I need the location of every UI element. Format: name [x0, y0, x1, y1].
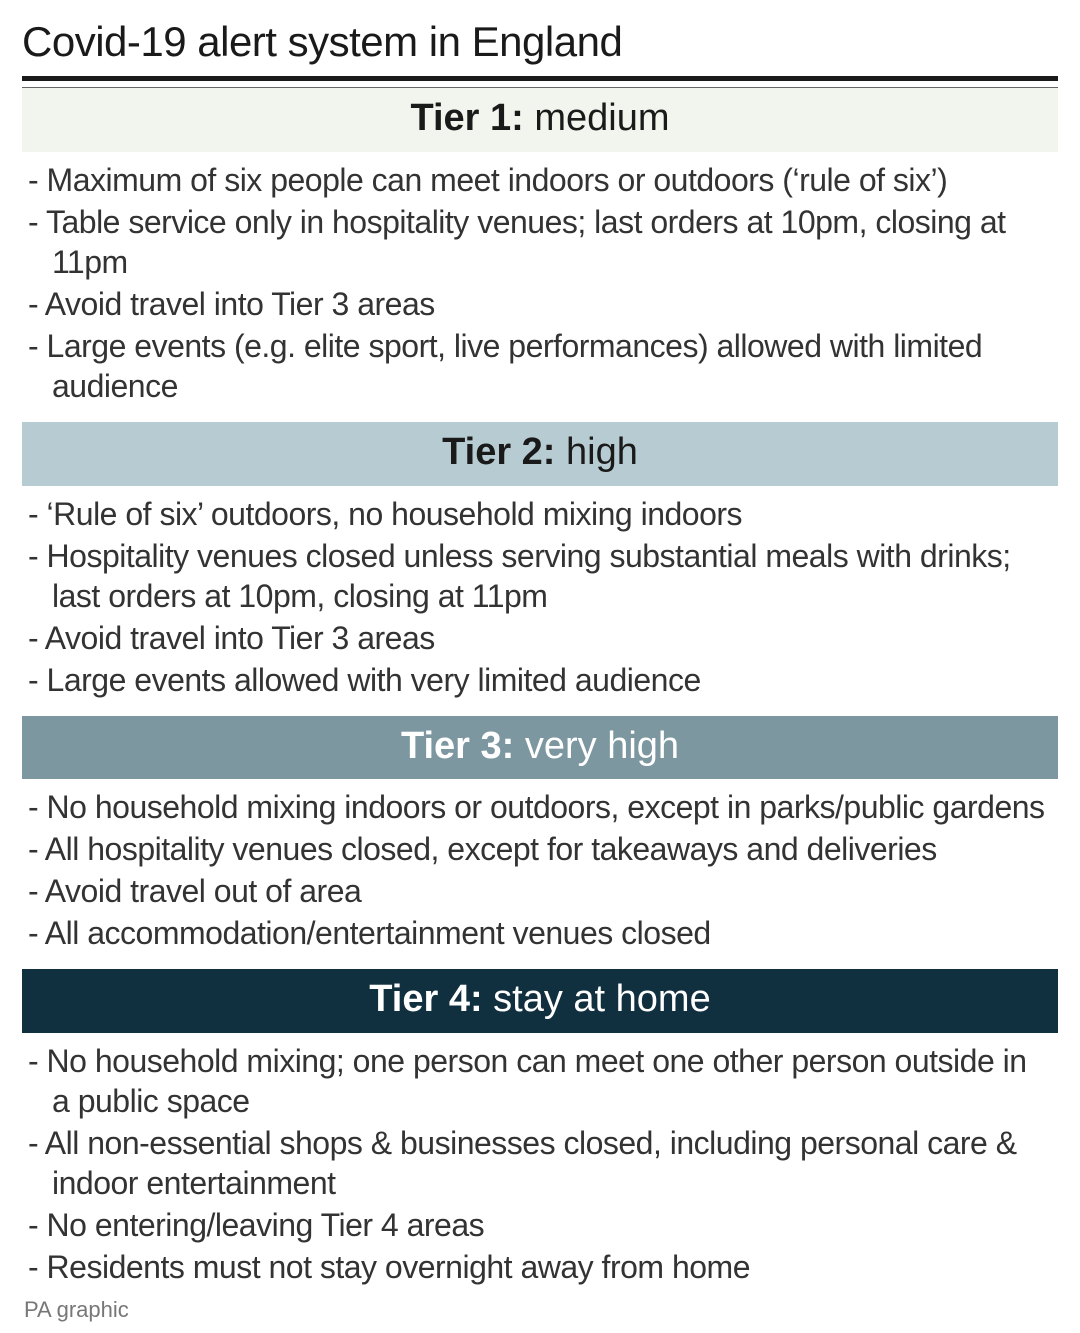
tier-rule-item: Residents must not stay overnight away f…	[28, 1247, 1052, 1287]
tier-label-bold: Tier 1:	[410, 97, 523, 139]
tier-rule-item: Avoid travel into Tier 3 areas	[28, 284, 1052, 324]
tier-label-light: stay at home	[483, 978, 711, 1020]
tier-rule-item: Avoid travel out of area	[28, 871, 1052, 911]
tier-rules: Maximum of six people can meet indoors o…	[22, 152, 1058, 422]
tier-rules: ‘Rule of six’ outdoors, no household mix…	[22, 486, 1058, 716]
tier-rule-item: Hospitality venues closed unless serving…	[28, 536, 1052, 616]
tier-rule-item: Large events (e.g. elite sport, live per…	[28, 326, 1052, 406]
infographic-container: Covid-19 alert system in England Tier 1:…	[0, 0, 1080, 1333]
tier-header: Tier 3: very high	[22, 716, 1058, 780]
tiers-list: Tier 1: medium Maximum of six people can …	[22, 88, 1058, 1303]
tier-rule-item: ‘Rule of six’ outdoors, no household mix…	[28, 494, 1052, 534]
tier-rule-item: Large events allowed with very limited a…	[28, 660, 1052, 700]
tier-label-light: very high	[514, 725, 679, 767]
tier-label-light: medium	[524, 97, 670, 139]
tier-label-light: high	[555, 431, 637, 473]
tier-header: Tier 4: stay at home	[22, 969, 1058, 1033]
tier-header: Tier 1: medium	[22, 88, 1058, 152]
tier-rules: No household mixing; one person can meet…	[22, 1033, 1058, 1303]
tier-header: Tier 2: high	[22, 422, 1058, 486]
main-title: Covid-19 alert system in England	[22, 18, 1058, 66]
tier-rule-item: No household mixing indoors or outdoors,…	[28, 787, 1052, 827]
tier-label-bold: Tier 2:	[442, 431, 555, 473]
tier-label-bold: Tier 3:	[401, 725, 514, 767]
tier-rule-item: All accommodation/entertainment venues c…	[28, 913, 1052, 953]
tier-rule-item: All hospitality venues closed, except fo…	[28, 829, 1052, 869]
tier-rule-item: No entering/leaving Tier 4 areas	[28, 1205, 1052, 1245]
tier-rule-item: No household mixing; one person can meet…	[28, 1041, 1052, 1121]
tier-rules: No household mixing indoors or outdoors,…	[22, 779, 1058, 969]
tier-rule-item: Maximum of six people can meet indoors o…	[28, 160, 1052, 200]
title-rule-thick	[22, 76, 1058, 81]
tier-label-bold: Tier 4:	[369, 978, 482, 1020]
credit-line: PA graphic	[22, 1297, 1058, 1323]
tier-rule-item: Avoid travel into Tier 3 areas	[28, 618, 1052, 658]
tier-rule-item: All non-essential shops & businesses clo…	[28, 1123, 1052, 1203]
tier-rule-item: Table service only in hospitality venues…	[28, 202, 1052, 282]
